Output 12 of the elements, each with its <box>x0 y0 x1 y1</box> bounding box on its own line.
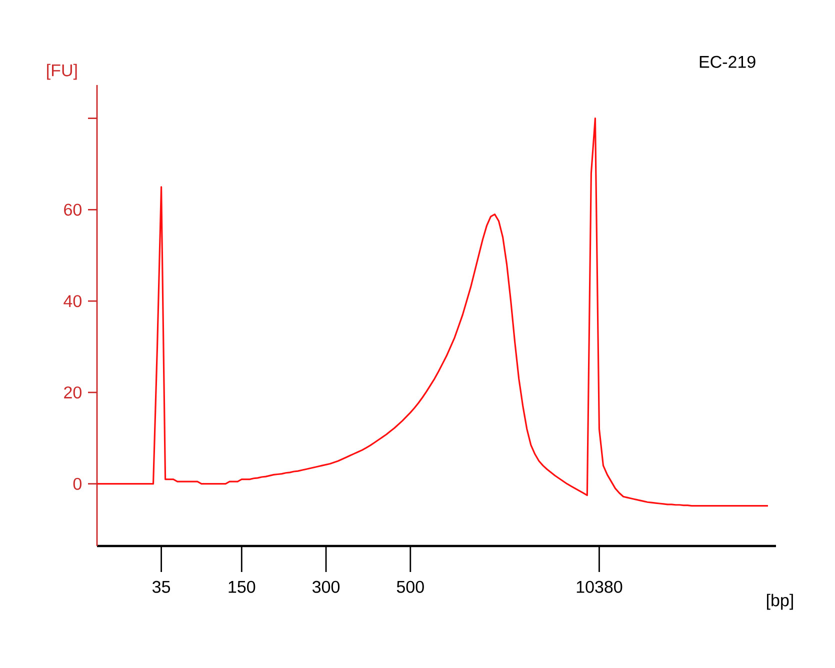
x-tick-label: 300 <box>312 580 340 593</box>
y-tick-label: 20 <box>64 386 82 398</box>
y-axis-title: [FU] <box>47 64 77 80</box>
x-tick-label: 35 <box>152 580 170 593</box>
y-tick-label: 60 <box>64 204 82 216</box>
y-tick-label: 0 <box>73 478 82 490</box>
x-tick-label: 500 <box>396 580 424 593</box>
x-axis-title: [bp] <box>766 594 793 610</box>
x-tick-label: 10380 <box>576 580 622 593</box>
x-tick-label: 150 <box>228 580 256 593</box>
chart-title: EC-219 <box>700 56 756 68</box>
y-tick-label: 40 <box>64 295 82 308</box>
